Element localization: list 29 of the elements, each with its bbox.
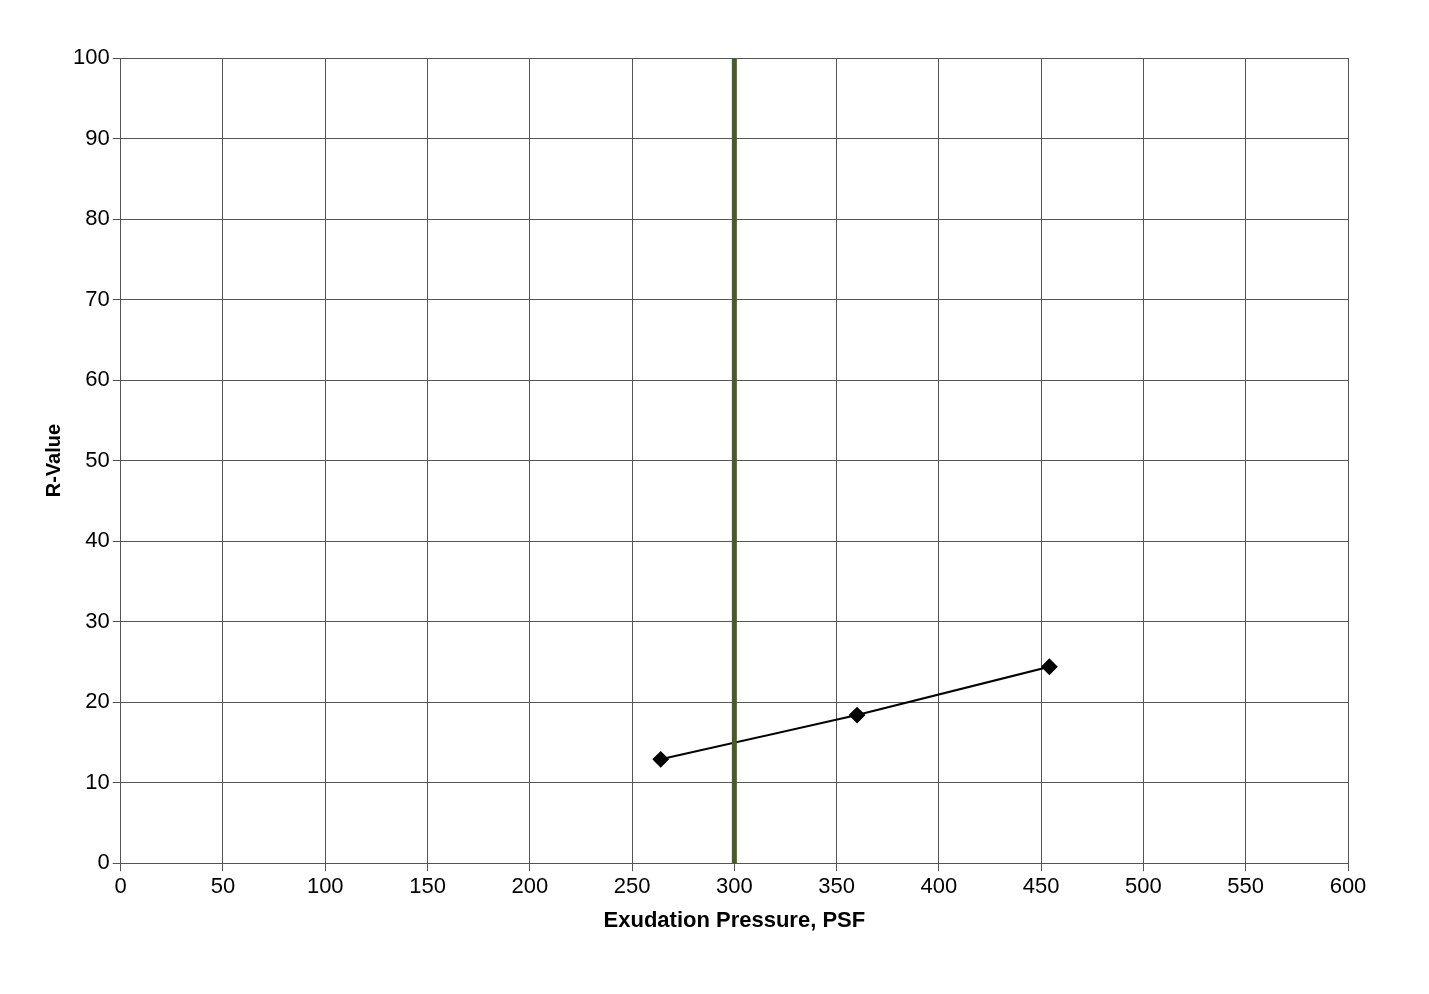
y-tick-label: 100 (72, 44, 110, 70)
y-tick-label: 80 (85, 205, 110, 231)
x-tick-label: 100 (306, 873, 344, 899)
x-tick-label: 500 (1125, 873, 1162, 899)
y-tick-label: 0 (97, 849, 110, 875)
y-tick-label: 50 (85, 446, 110, 472)
y-tick-label: 70 (85, 285, 110, 311)
point (1041, 658, 1058, 675)
x-tick-label: 450 (1022, 873, 1060, 899)
y-tick-label: 10 (85, 768, 110, 794)
x-tick-label: 600 (1329, 873, 1367, 899)
x-tick-label: 300 (715, 873, 753, 899)
x-tick-label: 50 (210, 873, 236, 899)
y-tick-label: 60 (85, 366, 110, 392)
y-tick-label: 30 (85, 607, 110, 633)
x-axis-title: Exudation Pressure, PSF (603, 906, 866, 932)
point (849, 707, 866, 724)
y-axis-title: R-Value (41, 423, 64, 498)
x-tick-label: 150 (409, 873, 446, 899)
x-tick-label: 400 (920, 873, 958, 899)
y-tick-label: 90 (85, 124, 110, 150)
x-tick-label: 550 (1227, 873, 1265, 899)
point (652, 751, 669, 768)
x-tick-label: 0 (114, 873, 127, 899)
x-tick-label: 250 (613, 873, 651, 899)
x-tick-label: 350 (818, 873, 855, 899)
x-tick-label: 200 (511, 873, 549, 899)
y-tick-label: 20 (85, 688, 110, 714)
y-tick-label: 40 (85, 527, 110, 553)
